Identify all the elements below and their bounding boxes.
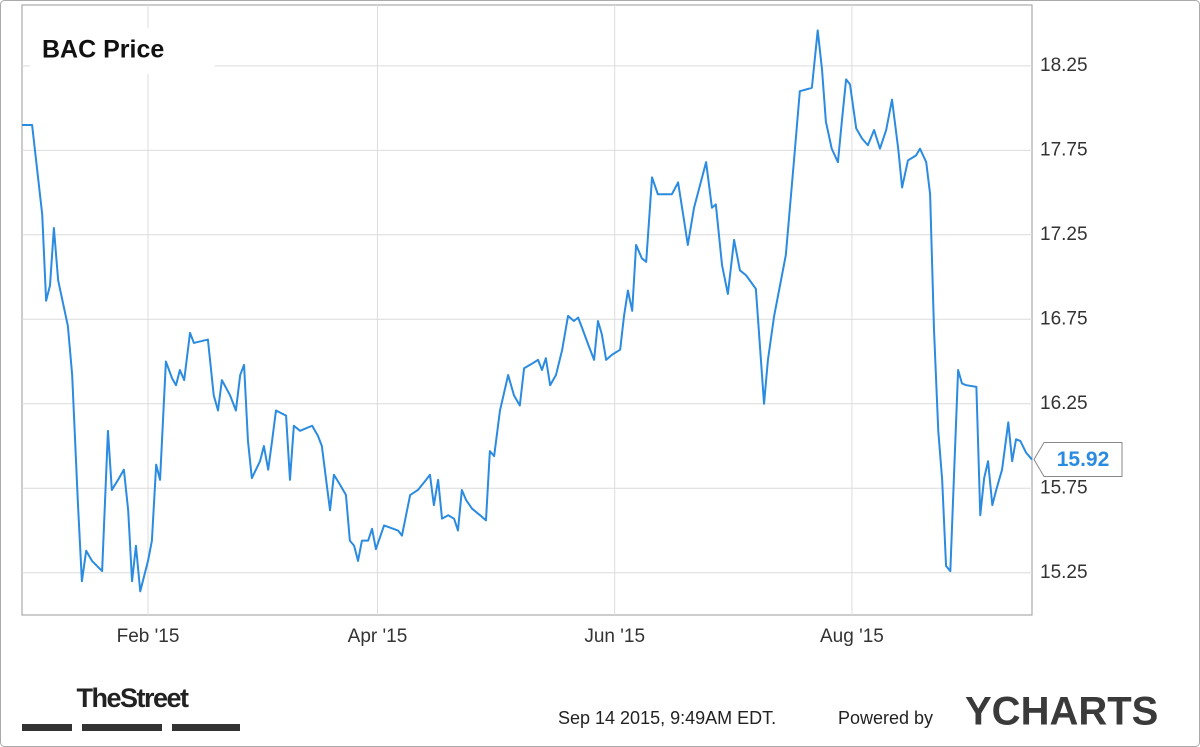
- x-tick-label: Feb '15: [117, 626, 180, 647]
- title-box: [30, 28, 215, 74]
- x-tick-label: Jun '15: [584, 626, 645, 647]
- brand-logo: YCHARTS: [965, 690, 1158, 734]
- last-value-label: 15.92: [1057, 448, 1110, 471]
- logo-bar: [22, 724, 72, 731]
- x-tick-label: Apr '15: [348, 626, 408, 647]
- timestamp: Sep 14 2015, 9:49AM EDT.: [558, 708, 776, 728]
- plot-area: [21, 4, 1033, 616]
- lines: [22, 29, 1033, 593]
- y-tick-label: 16.75: [1040, 308, 1088, 329]
- logo-bar: [82, 724, 162, 731]
- y-tick-label: 16.25: [1040, 393, 1088, 414]
- chart-title: BAC Price: [42, 36, 164, 64]
- price-line: [22, 29, 1033, 593]
- last-value-flag: 15.92: [1033, 442, 1123, 478]
- x-tick-label: Aug '15: [820, 626, 884, 647]
- y-tick-label: 17.75: [1040, 139, 1088, 160]
- powered-by: Powered by: [838, 708, 933, 728]
- y-tick-label: 15.25: [1040, 562, 1088, 583]
- logo-bar: [172, 724, 240, 731]
- flag-box: [1033, 442, 1123, 478]
- y-tick-label: 18.25: [1040, 55, 1088, 76]
- y-tick-label: 15.75: [1040, 477, 1088, 498]
- y-tick-label: 17.25: [1040, 224, 1088, 245]
- grid: [22, 5, 1032, 615]
- publisher-logo: TheStreet: [76, 683, 189, 713]
